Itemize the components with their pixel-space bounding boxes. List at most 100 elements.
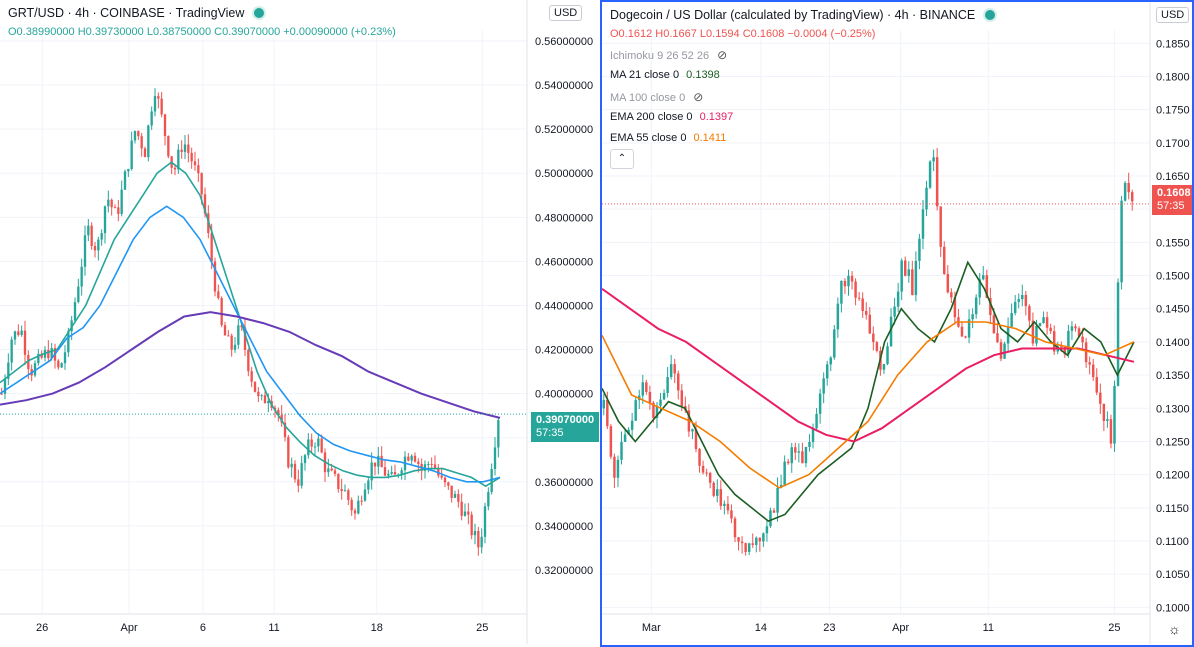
candle-body	[160, 98, 163, 115]
candle-body	[939, 206, 942, 247]
candle-body	[772, 510, 776, 513]
candle-body	[33, 363, 37, 376]
indicator-value: 0.1397	[696, 111, 734, 123]
candle-body	[490, 468, 493, 493]
candle-body	[210, 233, 213, 262]
y-tick-label: 0.46000000	[535, 256, 593, 268]
candle-body	[117, 207, 120, 214]
y-tick-label: 0.1150	[1156, 503, 1189, 515]
y-tick-label: 0.1650	[1156, 171, 1190, 183]
candle-body	[712, 482, 715, 496]
candle-body	[1127, 182, 1130, 193]
indicator-legend-item[interactable]: Ichimoku 9 26 52 26 ⊘	[610, 48, 727, 62]
candle-body	[447, 482, 450, 486]
candle-body	[825, 364, 829, 379]
indicator-legend-item[interactable]: MA 21 close 0 0.1398	[610, 69, 720, 81]
y-tick-label: 0.1000	[1156, 602, 1190, 614]
grt-symbol-header[interactable]: GRT/USD · 4h · COINBASE · TradingView	[8, 6, 264, 20]
candle-body	[811, 428, 815, 442]
indicator-legend-item[interactable]: EMA 200 close 0 0.1397	[610, 111, 733, 123]
candle-body	[13, 331, 17, 340]
y-tick-label: 0.44000000	[535, 300, 593, 312]
candle-body	[130, 140, 133, 170]
doge-currency-selector[interactable]: USD	[1156, 7, 1190, 23]
grt-ohlc-values: O0.38990000 H0.39730000 L0.38750000 C0.3…	[8, 26, 396, 38]
candle-body	[1067, 330, 1070, 355]
candle-body	[257, 391, 260, 397]
candle-body	[1031, 320, 1035, 344]
grt-chart-pane[interactable]: 0.56000000 0.54000000 0.52000000 0.50000000…	[0, 0, 600, 647]
candle-body	[978, 279, 981, 298]
candle-body	[133, 131, 137, 141]
x-tick-label: Apr	[121, 622, 138, 634]
candle-body	[758, 537, 762, 542]
candle-body	[340, 488, 343, 492]
candle-body	[606, 400, 609, 427]
candle-body	[733, 518, 737, 538]
candle-body	[190, 152, 193, 162]
candle-body	[914, 260, 918, 296]
candle-body	[974, 297, 978, 315]
candle-body	[97, 239, 100, 251]
hidden-eye-icon[interactable]: ⊘	[693, 90, 704, 104]
indicator-legend-item[interactable]: MA 100 close 0 ⊘	[610, 90, 703, 104]
indicator-legend-item[interactable]: EMA 55 close 0 0.1411	[610, 132, 726, 144]
candle-body	[487, 492, 490, 507]
grt-currency-selector[interactable]: USD	[549, 5, 583, 21]
candle-body	[765, 526, 769, 534]
indicator-value: 0.1398	[683, 69, 720, 81]
y-tick-label: 0.32000000	[535, 565, 593, 577]
candle-body	[367, 480, 370, 490]
candle-body	[237, 325, 240, 345]
candle-body	[177, 149, 180, 170]
candle-body	[822, 378, 825, 394]
candle-body	[1024, 294, 1028, 307]
collapse-legend-button[interactable]: ⌃	[610, 149, 634, 169]
ma-line	[602, 287, 1135, 443]
doge-chart-canvas[interactable]: 0.18500.18000.17500.17000.16500.16000.15…	[602, 2, 1192, 645]
doge-bar-countdown: 57:35	[1157, 200, 1185, 212]
candle-body	[23, 330, 27, 355]
candle-body	[390, 472, 393, 474]
candle-body	[377, 455, 380, 467]
y-tick-label: 0.1700	[1156, 138, 1190, 150]
doge-symbol-header[interactable]: Dogecoin / US Dollar (calculated by Trad…	[610, 8, 995, 22]
candle-body	[762, 533, 765, 542]
candle-body	[872, 333, 875, 343]
candle-body	[147, 125, 150, 158]
candle-body	[1017, 299, 1020, 302]
candle-body	[1088, 362, 1091, 365]
candle-body	[648, 391, 652, 403]
candle-body	[150, 111, 153, 126]
candle-body	[297, 479, 300, 486]
candle-body	[267, 401, 270, 404]
candle-body	[705, 472, 708, 474]
candle-body	[413, 455, 417, 462]
candle-body	[453, 493, 457, 498]
candle-body	[783, 461, 786, 485]
x-tick-label: 11	[983, 622, 994, 634]
candle-body	[200, 173, 203, 195]
y-tick-label: 0.1850	[1156, 38, 1190, 50]
hidden-eye-icon[interactable]: ⊘	[717, 48, 728, 62]
candle-body	[410, 455, 413, 461]
candle-body	[363, 489, 367, 501]
doge-chart-pane[interactable]: 0.18500.18000.17500.17000.16500.16000.15…	[600, 0, 1194, 647]
candle-body	[627, 429, 630, 435]
grt-chart-canvas[interactable]: 0.56000000 0.54000000 0.52000000 0.50000000…	[0, 0, 600, 647]
candle-body	[103, 206, 107, 234]
settings-gear-icon[interactable]: ☼	[1168, 621, 1181, 637]
candle-body	[1102, 403, 1106, 421]
candle-body	[333, 470, 337, 474]
candle-body	[283, 422, 287, 438]
candle-body	[1038, 323, 1042, 326]
x-tick-label: 25	[476, 622, 488, 634]
candle-body	[387, 473, 390, 476]
candle-body	[3, 378, 7, 394]
candle-body	[47, 349, 50, 359]
candle-body	[932, 157, 935, 162]
candle-body	[173, 167, 177, 170]
candle-body	[747, 543, 751, 552]
candle-body	[300, 463, 303, 486]
candle-body	[985, 275, 989, 299]
